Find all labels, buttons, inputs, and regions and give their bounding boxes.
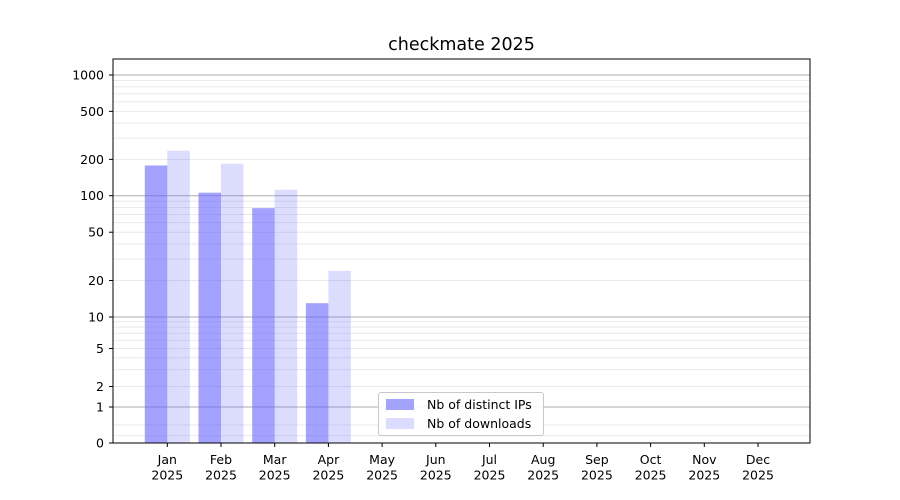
x-tick-label-year: 2025 bbox=[474, 468, 506, 483]
legend-label-downloads: Nb of downloads bbox=[427, 416, 532, 431]
bar-downloads-jan bbox=[167, 150, 190, 443]
x-tick-label-month: Jun bbox=[425, 452, 446, 467]
x-tick-label-month: Oct bbox=[640, 452, 662, 467]
y-tick-label: 0 bbox=[96, 436, 104, 451]
y-tick-label: 2 bbox=[96, 379, 104, 394]
legend-item-distinct-ips: Nb of distinct IPs bbox=[383, 395, 539, 414]
x-tick-label-year: 2025 bbox=[688, 468, 720, 483]
y-tick-label: 100 bbox=[80, 188, 104, 203]
x-tick-label-month: Feb bbox=[210, 452, 232, 467]
x-tick-label-month: Nov bbox=[692, 452, 717, 467]
bar-downloads-apr bbox=[328, 270, 351, 443]
x-tick-label-year: 2025 bbox=[259, 468, 291, 483]
x-tick-label-year: 2025 bbox=[151, 468, 183, 483]
x-tick-label-year: 2025 bbox=[312, 468, 344, 483]
x-tick-label-year: 2025 bbox=[205, 468, 237, 483]
x-tick-label-month: Sep bbox=[585, 452, 609, 467]
x-tick-label-year: 2025 bbox=[527, 468, 559, 483]
x-tick-label-year: 2025 bbox=[635, 468, 667, 483]
y-tick-label: 500 bbox=[80, 104, 104, 119]
bar-distinct-ips-jan bbox=[144, 165, 168, 443]
x-tick-label-month: Jul bbox=[481, 452, 497, 467]
x-tick-label-year: 2025 bbox=[742, 468, 774, 483]
legend-swatch-distinct-ips bbox=[386, 399, 414, 410]
x-tick-label-month: Dec bbox=[746, 452, 770, 467]
y-tick-label: 5 bbox=[96, 341, 104, 356]
legend-label-distinct-ips: Nb of distinct IPs bbox=[427, 397, 532, 412]
y-tick-label: 10 bbox=[88, 310, 104, 325]
x-tick-label-month: Mar bbox=[263, 452, 287, 467]
bar-distinct-ips-mar bbox=[252, 208, 275, 443]
x-tick-label-year: 2025 bbox=[366, 468, 398, 483]
bar-distinct-ips-apr bbox=[305, 303, 329, 443]
bar-downloads-mar bbox=[274, 189, 298, 443]
y-tick-label: 200 bbox=[80, 152, 104, 167]
x-tick-label-month: Aug bbox=[531, 452, 555, 467]
x-tick-label-month: May bbox=[369, 452, 395, 467]
y-tick-label: 20 bbox=[88, 273, 104, 288]
bar-distinct-ips-feb bbox=[198, 192, 221, 443]
axes-spines bbox=[112, 58, 811, 444]
x-tick-label-month: Apr bbox=[318, 452, 340, 467]
chart-title: checkmate 2025 bbox=[388, 35, 535, 55]
legend-item-downloads: Nb of downloads bbox=[383, 414, 539, 433]
y-tick-label: 50 bbox=[88, 225, 104, 240]
legend-swatch-downloads bbox=[386, 418, 414, 429]
x-tick-label-year: 2025 bbox=[581, 468, 613, 483]
legend: Nb of distinct IPs Nb of downloads bbox=[378, 392, 544, 436]
y-tick-label: 1000 bbox=[72, 68, 104, 83]
bar-downloads-feb bbox=[221, 163, 244, 443]
y-tick-label: 1 bbox=[96, 400, 104, 415]
x-tick-label-month: Jan bbox=[157, 452, 177, 467]
x-tick-label-year: 2025 bbox=[420, 468, 452, 483]
